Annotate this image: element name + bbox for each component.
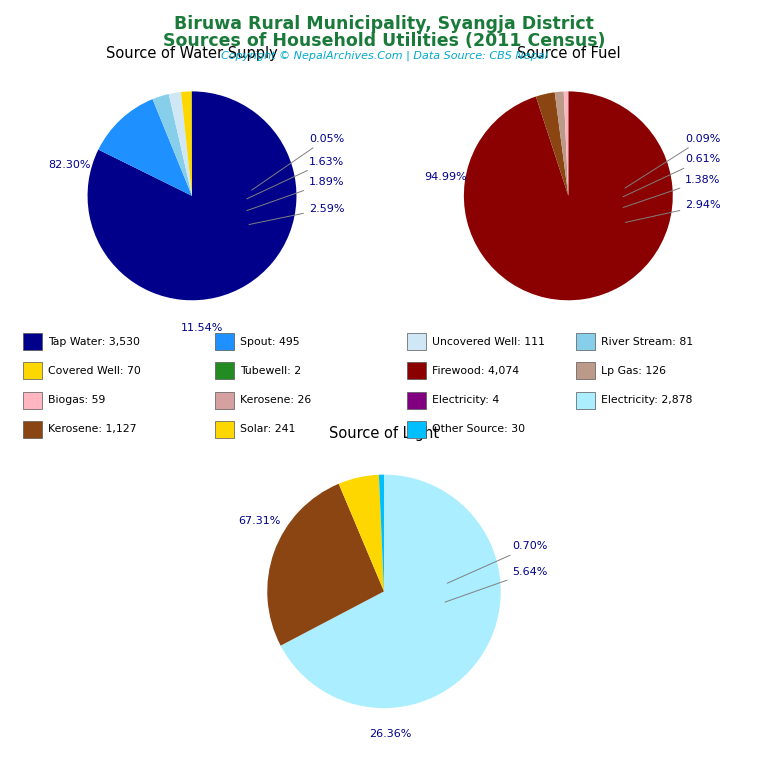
Text: Kerosene: 26: Kerosene: 26 — [240, 395, 312, 406]
Text: 0.70%: 0.70% — [447, 541, 548, 583]
Text: 5.64%: 5.64% — [445, 567, 548, 602]
Text: Sources of Household Utilities (2011 Census): Sources of Household Utilities (2011 Cen… — [163, 32, 605, 50]
Wedge shape — [169, 92, 192, 196]
Wedge shape — [339, 475, 384, 591]
Wedge shape — [267, 484, 384, 646]
Wedge shape — [564, 91, 568, 196]
Title: Source of Water Supply: Source of Water Supply — [106, 46, 278, 61]
Text: Biruwa Rural Municipality, Syangja District: Biruwa Rural Municipality, Syangja Distr… — [174, 15, 594, 33]
Wedge shape — [554, 91, 568, 196]
Text: 1.89%: 1.89% — [247, 177, 345, 210]
Text: 2.94%: 2.94% — [625, 200, 721, 223]
Text: Spout: 495: Spout: 495 — [240, 336, 300, 347]
Wedge shape — [379, 475, 384, 591]
Text: 2.59%: 2.59% — [249, 204, 345, 224]
Text: Solar: 241: Solar: 241 — [240, 424, 296, 435]
Wedge shape — [98, 99, 192, 196]
Text: Uncovered Well: 111: Uncovered Well: 111 — [432, 336, 545, 347]
Text: Electricity: 4: Electricity: 4 — [432, 395, 500, 406]
Wedge shape — [536, 92, 568, 196]
Wedge shape — [181, 91, 192, 196]
Text: 26.36%: 26.36% — [369, 729, 411, 739]
Text: Copyright © NepalArchives.Com | Data Source: CBS Nepal: Copyright © NepalArchives.Com | Data Sou… — [220, 51, 548, 61]
Title: Source of Fuel: Source of Fuel — [517, 46, 620, 61]
Text: Lp Gas: 126: Lp Gas: 126 — [601, 366, 667, 376]
Text: River Stream: 81: River Stream: 81 — [601, 336, 694, 347]
Text: Kerosene: 1,127: Kerosene: 1,127 — [48, 424, 137, 435]
Text: 94.99%: 94.99% — [424, 172, 467, 182]
Text: 0.61%: 0.61% — [623, 154, 720, 197]
Wedge shape — [153, 94, 192, 196]
Text: 1.38%: 1.38% — [623, 175, 720, 207]
Title: Source of Light: Source of Light — [329, 426, 439, 442]
Text: 0.05%: 0.05% — [252, 134, 344, 190]
Text: 67.31%: 67.31% — [238, 516, 280, 526]
Text: Other Source: 30: Other Source: 30 — [432, 424, 525, 435]
Text: 82.30%: 82.30% — [48, 160, 91, 170]
Text: 1.63%: 1.63% — [247, 157, 344, 199]
Wedge shape — [464, 91, 673, 300]
Text: Firewood: 4,074: Firewood: 4,074 — [432, 366, 519, 376]
Text: Covered Well: 70: Covered Well: 70 — [48, 366, 141, 376]
Wedge shape — [88, 91, 296, 300]
Text: Biogas: 59: Biogas: 59 — [48, 395, 106, 406]
Text: Tap Water: 3,530: Tap Water: 3,530 — [48, 336, 141, 347]
Text: Electricity: 2,878: Electricity: 2,878 — [601, 395, 693, 406]
Wedge shape — [280, 475, 501, 708]
Text: 11.54%: 11.54% — [181, 323, 223, 333]
Text: 0.09%: 0.09% — [625, 134, 720, 188]
Text: Tubewell: 2: Tubewell: 2 — [240, 366, 302, 376]
